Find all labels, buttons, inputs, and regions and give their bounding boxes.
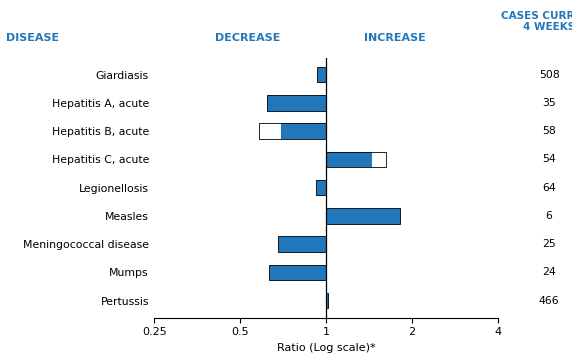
- Bar: [326, 208, 400, 224]
- Text: CASES CURRENT
4 WEEKS: CASES CURRENT 4 WEEKS: [501, 11, 572, 32]
- Text: 58: 58: [542, 126, 556, 136]
- Bar: [326, 293, 328, 309]
- Text: 24: 24: [542, 268, 556, 278]
- Text: 6: 6: [546, 211, 553, 221]
- Text: 466: 466: [539, 296, 559, 306]
- Text: DISEASE: DISEASE: [6, 33, 59, 43]
- Bar: [326, 152, 372, 167]
- Bar: [279, 236, 326, 252]
- Text: 64: 64: [542, 183, 556, 193]
- Bar: [259, 123, 281, 139]
- Bar: [281, 123, 326, 139]
- Text: 54: 54: [542, 155, 556, 165]
- Bar: [269, 265, 326, 280]
- X-axis label: Ratio (Log scale)*: Ratio (Log scale)*: [277, 343, 375, 353]
- Text: 508: 508: [539, 70, 559, 80]
- Text: INCREASE: INCREASE: [364, 33, 426, 43]
- Bar: [317, 67, 326, 82]
- Bar: [326, 152, 386, 167]
- Text: 35: 35: [542, 98, 556, 108]
- Text: DECREASE: DECREASE: [214, 33, 280, 43]
- Bar: [259, 123, 326, 139]
- Bar: [267, 95, 326, 111]
- Bar: [316, 180, 326, 196]
- Text: 25: 25: [542, 239, 556, 249]
- Bar: [372, 152, 386, 167]
